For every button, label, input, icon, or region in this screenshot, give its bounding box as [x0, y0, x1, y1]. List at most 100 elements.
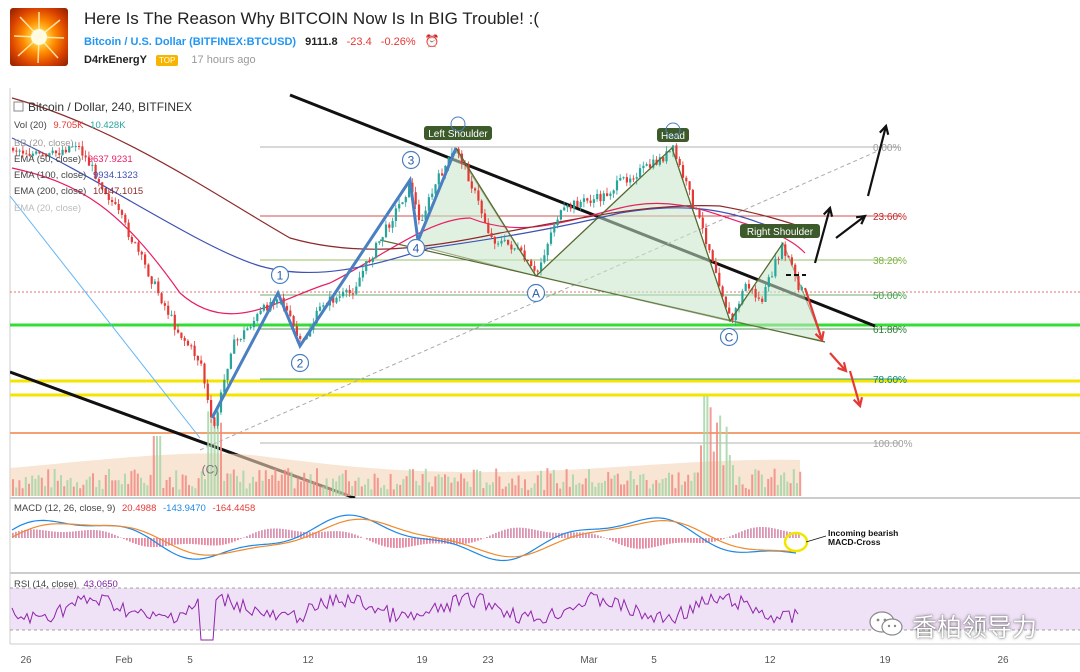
volume-bar: [255, 481, 258, 496]
author-avatar[interactable]: [10, 8, 68, 66]
ema50-legend[interactable]: EMA (50, close) 9637.9231: [14, 154, 133, 165]
candle-body: [549, 232, 553, 244]
volume-bar: [252, 476, 254, 496]
symbol-name-link[interactable]: Bitcoin / U.S. Dollar: [84, 36, 187, 48]
wave-label-5: C: [725, 331, 734, 345]
ema20-label: EMA (20, close): [14, 203, 82, 214]
macd-histogram-bar: [759, 526, 761, 538]
volume-bar: [604, 480, 606, 496]
volume-bar: [143, 482, 146, 496]
macd-histogram-bar: [543, 531, 545, 538]
volume-bar: [600, 482, 603, 496]
candle-body: [579, 201, 582, 208]
fib-label-1: 23.60%: [873, 212, 907, 223]
alarm-clock-icon[interactable]: ⏰: [424, 34, 440, 48]
volume-bar: [216, 407, 219, 496]
macd-histogram-bar: [495, 532, 497, 538]
bear-arrow-1-head: [814, 330, 825, 343]
macd-histogram-bar: [27, 529, 29, 538]
volume-legend[interactable]: Vol (20) 9.705K 10.428K: [14, 120, 126, 131]
volume-bar: [60, 475, 62, 496]
volume-bar: [248, 483, 251, 496]
macd-histogram-bar: [525, 528, 527, 538]
author-name[interactable]: D4rkEnergY: [84, 54, 147, 66]
candle-body: [513, 248, 516, 250]
macd-histogram-bar: [414, 538, 416, 546]
macd-histogram-bar: [387, 538, 389, 548]
candle-body: [639, 168, 642, 178]
ema20-legend[interactable]: EMA (20, close): [14, 203, 81, 214]
volume-bar: [181, 474, 184, 496]
candle-body: [487, 222, 490, 234]
macd-histogram-bar: [321, 531, 323, 538]
candle-body: [210, 400, 213, 418]
volume-bar: [498, 476, 501, 496]
volume-bar: [354, 480, 357, 496]
volume-bar: [69, 477, 72, 496]
macd-histogram-bar: [81, 530, 83, 538]
macd-histogram-bar: [45, 530, 47, 538]
rsi-legend[interactable]: RSI (14, close) 43.0650: [14, 579, 118, 590]
volume-bar: [53, 468, 56, 496]
ema100-legend[interactable]: EMA (100, close) 9934.1323: [14, 170, 138, 181]
candle-body: [500, 240, 503, 244]
volume-bar: [591, 482, 594, 496]
volume-bar: [773, 468, 776, 496]
collapse-icon[interactable]: [13, 101, 24, 112]
volume-bar: [639, 474, 642, 496]
volume-bar: [284, 469, 286, 496]
ema200-legend[interactable]: EMA (200, close) 10147.1015: [14, 186, 143, 197]
post-title[interactable]: Here Is The Reason Why BITCOIN Now Is In…: [84, 9, 540, 28]
volume-bar: [632, 479, 635, 496]
macd-histogram-bar: [24, 529, 26, 538]
ema200-line: [11, 97, 806, 250]
volume-bar: [114, 480, 117, 496]
macd-histogram-bar: [42, 530, 44, 538]
wave-circle-2: [401, 150, 421, 170]
volume-bar: [610, 478, 613, 496]
price-change: -23.4: [346, 36, 372, 48]
candle-body: [414, 192, 417, 205]
macd-histogram-bar: [75, 531, 77, 538]
symbol-code-link[interactable]: (BITFINEX:BTCUSD): [189, 36, 297, 48]
volume-bar: [492, 482, 494, 496]
macd-histogram-bar: [183, 538, 185, 544]
volume-bar: [236, 475, 238, 496]
candle-body: [764, 287, 767, 302]
volume-bar: [770, 477, 773, 496]
volume-bar: [104, 475, 107, 496]
volume-bar: [767, 478, 770, 496]
volume-bar: [127, 484, 130, 496]
macd-histogram-bar: [777, 529, 779, 538]
macd-legend[interactable]: MACD (12, 26, close, 9) 20.4988 -143.947…: [14, 503, 255, 514]
volume-bar: [213, 421, 216, 496]
macd-histogram-bar: [567, 532, 569, 538]
macd-value-hist: 20.4988: [122, 503, 157, 514]
macd-histogram-bar: [282, 528, 284, 538]
macd-histogram-bar: [369, 538, 371, 541]
candle-body: [276, 299, 279, 304]
candle-body: [193, 345, 196, 356]
candle-body: [25, 153, 28, 155]
macd-histogram-bar: [207, 538, 209, 546]
candle-body: [573, 200, 576, 209]
macd-histogram-bar: [330, 531, 332, 538]
macd-histogram-bar: [678, 538, 680, 543]
macd-histogram-bar: [447, 538, 449, 544]
macd-histogram-bar: [723, 538, 725, 539]
volume-bar: [18, 480, 21, 496]
candle-body: [602, 193, 605, 202]
candle-body: [404, 197, 407, 203]
candle-body: [441, 173, 444, 176]
x-tick-label-0: 26: [20, 655, 32, 666]
macd-histogram-bar: [216, 538, 218, 546]
bb-legend[interactable]: BB (20, close): [14, 138, 74, 149]
volume-bar: [690, 480, 693, 496]
volume-bar: [533, 483, 536, 496]
macd-histogram-bar: [477, 538, 479, 541]
wave-label-0: 1: [277, 269, 284, 283]
volume-bar: [754, 469, 757, 496]
macd-histogram-bar: [774, 528, 776, 538]
candle-body: [381, 237, 384, 242]
